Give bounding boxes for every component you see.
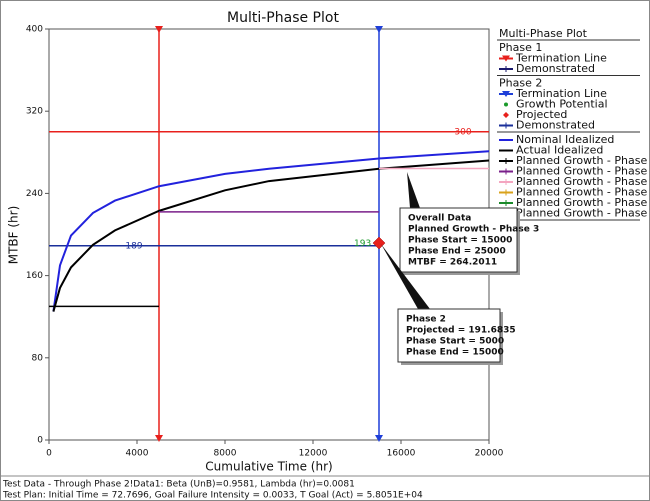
termination-marker: [375, 435, 383, 442]
callout-text: Phase Start = 5000: [406, 337, 504, 347]
legend-label: Termination Line: [515, 87, 607, 100]
callout-text: MTBF = 264.2011: [408, 258, 497, 268]
legend-marker: [502, 55, 510, 62]
y-tick-label: 160: [26, 271, 43, 281]
callout-pointer: [381, 244, 430, 309]
legend-title: Multi-Phase Plot: [499, 27, 588, 40]
plot-content: [49, 29, 489, 440]
legend-label: Actual Idealized: [516, 144, 603, 157]
termination-marker: [155, 26, 163, 33]
reference-label: 300: [454, 127, 471, 137]
y-tick-label: 240: [26, 189, 43, 199]
callout-pointer: [407, 172, 420, 208]
callout-box: [399, 207, 518, 273]
legend-group-title: Phase 1: [499, 41, 542, 54]
x-axis-label: Cumulative Time (hr): [205, 460, 332, 474]
series-line: [52, 159, 489, 312]
legend-label: Planned Growth - Phase 1: [516, 154, 650, 167]
projected-point: [372, 236, 386, 250]
legend-label: Nominal Idealized: [516, 133, 614, 146]
y-tick-label: 0: [37, 436, 43, 446]
y-tick-label: 80: [32, 353, 44, 363]
legend-label: Planned Growth - Phase 4: [516, 186, 650, 199]
x-tick-label: 12000: [299, 449, 328, 459]
point-label: 193: [354, 239, 371, 249]
callout-text: Overall Data: [408, 214, 471, 224]
series-line: [52, 150, 489, 312]
footer-line: Test Plan: Initial Time = 72.7696, Goal …: [2, 491, 423, 501]
legend-marker: [503, 112, 509, 118]
callout-text: Phase 2: [406, 315, 446, 325]
legend-label: Projected: [516, 108, 567, 121]
y-tick-label: 320: [26, 107, 43, 117]
x-tick-label: 0: [46, 449, 52, 459]
x-tick-label: 16000: [387, 449, 416, 459]
series-label: 189: [125, 241, 142, 251]
legend-marker: [504, 102, 508, 107]
legend-label: Planned Growth - Phase 2: [516, 165, 650, 178]
legend-label: Termination Line: [515, 52, 607, 65]
callout-box: [397, 308, 501, 363]
legend-marker: [502, 91, 510, 97]
callout-text: Projected = 191.6835: [406, 326, 516, 336]
x-tick-label: 20000: [475, 449, 504, 459]
legend-group-title: Phase 2: [499, 77, 542, 90]
callout-text: Phase End = 15000: [406, 348, 504, 358]
legend-label: Growth Potential: [516, 98, 608, 111]
legend-label: Planned Growth - Phase 6: [516, 207, 650, 220]
x-tick-label: 4000: [126, 449, 149, 459]
callout-text: Phase Start = 15000: [408, 236, 512, 246]
y-tick-label: 400: [26, 25, 43, 35]
legend-label: Planned Growth - Phase 3: [516, 175, 650, 188]
y-axis-label: MTBF (hr): [7, 206, 21, 265]
termination-marker: [155, 435, 163, 442]
legend-label: Demonstrated: [516, 119, 595, 132]
legend-label: Demonstrated: [516, 62, 595, 75]
callout-text: Phase End = 25000: [408, 247, 506, 257]
callout-text: Planned Growth - Phase 3: [408, 225, 539, 235]
termination-marker: [375, 26, 383, 33]
x-tick-label: 8000: [214, 449, 237, 459]
legend-label: Planned Growth - Phase 5: [516, 196, 650, 209]
footer-line: Test Data - Through Phase 2!Data1: Beta …: [2, 480, 355, 490]
chart-title: Multi-Phase Plot: [227, 10, 339, 26]
